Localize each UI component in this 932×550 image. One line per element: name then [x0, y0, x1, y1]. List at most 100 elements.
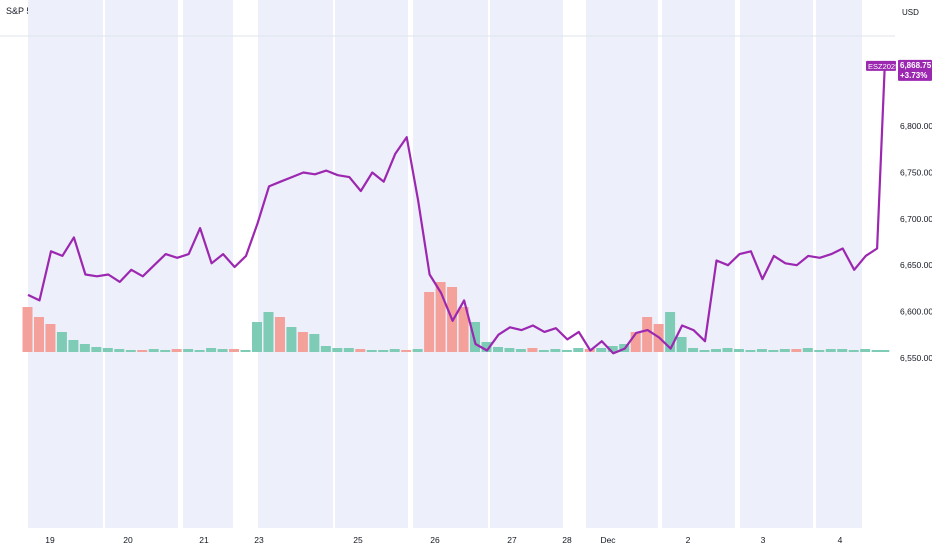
price-change-label: +3.73%	[900, 71, 927, 80]
volume-bar	[596, 348, 607, 352]
volume-bar	[355, 349, 366, 352]
volume-bar	[401, 350, 412, 352]
last-price-label: 6,868.75	[900, 61, 932, 70]
volume-bar	[642, 317, 653, 352]
volume-bar	[837, 349, 848, 352]
volume-bar	[79, 344, 90, 352]
price-axis: 6,550.00 6,600.00 6,650.00 6,700.00 6,750.00…	[900, 121, 932, 363]
x-tick-label: 4	[838, 535, 843, 545]
volume-bar	[68, 340, 79, 352]
volume-bar	[676, 337, 687, 352]
volume-bar	[160, 350, 171, 352]
volume-bar	[630, 332, 641, 352]
volume-bar	[33, 317, 44, 352]
volume-bar	[688, 348, 699, 352]
session-band-9	[740, 0, 813, 528]
volume-bar	[879, 350, 890, 352]
volume-bar	[538, 350, 549, 352]
x-tick-label: 25	[353, 535, 363, 545]
volume-bar	[722, 348, 733, 352]
x-tick-label: 21	[199, 535, 209, 545]
volume-bar	[252, 322, 262, 352]
volume-bar	[515, 349, 526, 352]
volume-bar	[148, 349, 159, 352]
session-band-10	[816, 0, 862, 528]
session-band-4	[335, 0, 408, 528]
volume-bar	[171, 349, 182, 352]
volume-bar	[217, 349, 228, 352]
volume-bar	[699, 350, 710, 352]
volume-bar	[504, 348, 515, 352]
volume-bar	[125, 350, 136, 352]
volume-bar	[607, 346, 618, 352]
price-line	[27, 64, 886, 355]
volume-bar	[366, 350, 377, 352]
volume-bar	[424, 292, 435, 352]
volume-bar	[240, 350, 251, 352]
volume-bar	[745, 350, 756, 352]
volume-bar	[527, 348, 538, 352]
session-bands	[28, 0, 862, 528]
volume-bar	[871, 350, 882, 352]
volume-bar	[791, 349, 802, 352]
volume-bar	[711, 349, 721, 352]
x-tick-label: 28	[562, 535, 572, 545]
symbol-badge-label: ESZ2025	[868, 62, 899, 71]
x-tick-label: 3	[761, 535, 766, 545]
volume-bar	[263, 312, 274, 352]
volume-bar	[22, 307, 33, 352]
volume-bar	[733, 349, 744, 352]
volume-bar	[183, 349, 194, 352]
x-tick-label: 2	[686, 535, 691, 545]
volume-bar	[114, 349, 125, 352]
symbol-badge-bg	[866, 60, 896, 71]
volume-bar	[45, 324, 56, 352]
volume-bar	[573, 348, 584, 352]
volume-bar	[779, 349, 790, 352]
volume-bar	[481, 342, 492, 352]
volume-bar	[286, 327, 297, 352]
volume-bar	[470, 322, 481, 352]
volume-bar	[102, 348, 113, 352]
y-tick-label: 6,650.00	[900, 260, 932, 270]
currency-label: USD	[902, 8, 919, 17]
volume-bar	[274, 317, 285, 352]
volume-bar	[848, 350, 859, 352]
volume-bar	[91, 347, 102, 352]
volume-bar	[56, 332, 67, 352]
session-band-2	[183, 0, 233, 528]
volume-bar	[137, 350, 148, 352]
volume-bar	[665, 312, 676, 352]
volume-bar	[492, 347, 503, 352]
volume-bar	[814, 350, 825, 352]
volume-bar	[825, 349, 836, 352]
volume-bars	[22, 282, 890, 352]
last-price-badge: ESZ2025 6,868.75 +3.73%	[866, 59, 932, 81]
volume-bar	[768, 350, 779, 352]
volume-bar	[320, 346, 331, 352]
volume-bar	[206, 348, 217, 352]
x-tick-label: Dec	[600, 535, 616, 545]
x-tick-label: 27	[507, 535, 517, 545]
volume-bar	[194, 350, 205, 352]
session-band-6	[490, 0, 563, 528]
volume-bar	[332, 348, 343, 352]
volume-bar	[389, 349, 400, 352]
x-tick-label: 23	[254, 535, 264, 545]
volume-bar	[435, 282, 446, 352]
volume-bar	[860, 349, 871, 352]
x-tick-label: 26	[430, 535, 440, 545]
volume-bar	[309, 334, 320, 352]
session-band-5	[413, 0, 488, 528]
volume-bar	[297, 332, 308, 352]
volume-bar	[343, 348, 354, 352]
y-tick-label: 6,550.00	[900, 353, 932, 363]
y-tick-label: 6,800.00	[900, 121, 932, 131]
price-badge-bg	[898, 59, 932, 81]
volume-bar	[412, 349, 423, 352]
x-tick-label: 20	[123, 535, 133, 545]
y-tick-label: 6,750.00	[900, 167, 932, 177]
y-tick-label: 6,600.00	[900, 307, 932, 317]
session-band-7	[586, 0, 658, 528]
